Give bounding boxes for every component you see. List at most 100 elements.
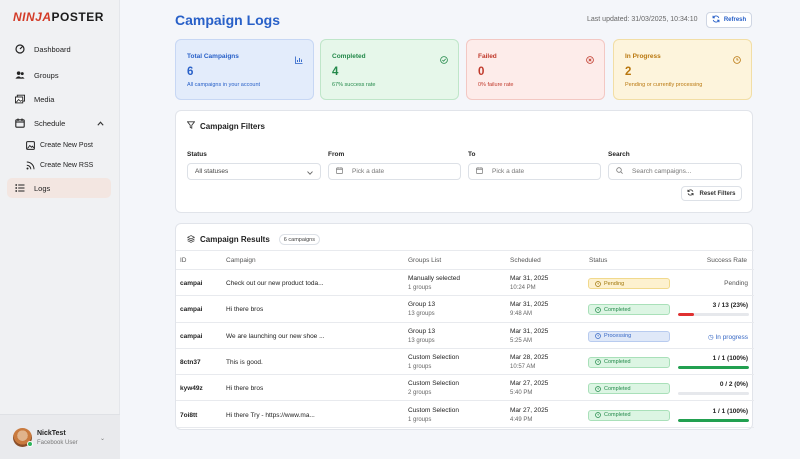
group-count: 13 groups xyxy=(408,337,435,344)
avatar xyxy=(13,428,33,447)
chevron-down-icon xyxy=(307,170,313,177)
table-row[interactable]: campai Hi there bros Group 13 13 groups Mar … xyxy=(176,296,754,323)
success-progress-bar xyxy=(678,418,749,422)
calendar-icon xyxy=(15,118,25,128)
status-badge: Processing xyxy=(588,330,670,342)
column-header-status: Status xyxy=(589,257,608,264)
divider xyxy=(176,321,754,323)
results-panel: Campaign Results 6 campaigns ID Campaign… xyxy=(175,223,754,430)
scheduled-date: Mar 31, 2025 xyxy=(510,301,549,309)
campaign-text: We are launching our new shoe ... xyxy=(226,332,325,340)
status-icon xyxy=(595,359,601,366)
success-rate: 3 / 13 (23%) xyxy=(713,302,748,309)
divider xyxy=(176,295,754,297)
status-badge: Pending xyxy=(588,278,670,289)
group-count: 1 groups xyxy=(408,363,432,370)
sidebar-subitem-create-rss[interactable]: Create New RSS xyxy=(26,157,93,173)
stat-card-completed: Completed 4 67% success rate xyxy=(320,39,459,100)
online-status-dot xyxy=(27,441,33,447)
sidebar: NINJAPOSTER Dashboard Groups Media Sched… xyxy=(0,0,120,459)
status-icon xyxy=(595,306,601,313)
sidebar-item-dashboard[interactable]: Dashboard xyxy=(7,39,111,59)
sidebar-item-logs[interactable]: Logs xyxy=(7,178,111,198)
sidebar-item-groups[interactable]: Groups xyxy=(7,65,111,85)
scheduled-time: 5:25 AM xyxy=(510,337,533,344)
table-row[interactable]: 7oi8tt Hi there Try - https://www.ma... Cu… xyxy=(176,402,754,428)
success-progress-bar xyxy=(678,365,749,369)
from-filter-label: From xyxy=(328,151,345,158)
card-value: 4 xyxy=(332,66,339,78)
last-updated: Last updated: 31/03/2025, 10:34:10 xyxy=(587,16,698,23)
status-label: Pending xyxy=(604,280,625,287)
table-row[interactable]: campai Check out our new product toda... M… xyxy=(176,270,754,297)
sidebar-subitem-create-post[interactable]: Create New Post xyxy=(26,137,93,153)
status-label: Completed xyxy=(604,306,631,313)
refresh-icon xyxy=(687,189,695,198)
card-value: 2 xyxy=(625,66,632,78)
list-icon xyxy=(15,183,25,193)
table-row[interactable]: campai We are launching our new shoe ... G… xyxy=(176,323,754,349)
success-rate: ◷ In progress xyxy=(708,333,748,341)
success-rate: 1 / 1 (100%) xyxy=(713,408,748,415)
scheduled-date: Mar 31, 2025 xyxy=(510,327,549,335)
status-icon xyxy=(595,385,601,392)
card-value: 6 xyxy=(187,66,194,78)
group-name: Custom Selection xyxy=(408,380,459,388)
card-title: Total Campaigns xyxy=(187,53,239,60)
campaign-count-badge: 6 campaigns xyxy=(278,234,320,245)
rss-icon xyxy=(26,161,35,170)
divider xyxy=(176,374,754,376)
status-filter-label: Status xyxy=(187,151,207,158)
status-select-value: All statuses xyxy=(195,168,229,175)
status-badge: Completed xyxy=(588,356,670,368)
status-label: Completed xyxy=(604,385,631,392)
campaign-text: Hi there bros xyxy=(226,306,264,314)
status-select[interactable]: All statuses xyxy=(187,163,321,180)
reset-filters-label: Reset Filters xyxy=(699,190,736,197)
main-content: Campaign Logs Last updated: 31/03/2025, … xyxy=(120,0,800,459)
divider xyxy=(176,400,754,402)
stat-card-total: Total Campaigns 6 All campaigns in your … xyxy=(175,39,314,100)
sidebar-item-label: Dashboard xyxy=(34,44,71,54)
users-icon xyxy=(15,70,25,80)
card-title: Completed xyxy=(332,53,366,60)
user-role: Facebook User xyxy=(37,440,78,446)
campaign-id: kyw49z xyxy=(180,385,203,393)
filters-heading: Campaign Filters xyxy=(186,121,265,131)
filters-heading-text: Campaign Filters xyxy=(200,121,265,131)
gauge-icon xyxy=(15,44,25,54)
results-heading-text: Campaign Results xyxy=(200,235,270,244)
scheduled-time: 4:49 PM xyxy=(510,416,533,423)
user-profile[interactable]: NickTest Facebook User ⌄ xyxy=(0,414,120,459)
card-title: Failed xyxy=(478,53,497,60)
divider xyxy=(176,269,754,270)
group-count: 2 groups xyxy=(408,390,432,397)
progress-fill xyxy=(678,365,749,369)
user-menu-chevron[interactable]: ⌄ xyxy=(100,436,106,442)
success-rate-text: Pending xyxy=(724,280,748,287)
search-filter-label: Search xyxy=(608,151,630,158)
chevron-up-icon xyxy=(97,119,104,128)
refresh-button[interactable]: Refresh xyxy=(706,12,752,28)
group-name: Custom Selection xyxy=(408,353,459,361)
app-logo[interactable]: NINJAPOSTER xyxy=(13,10,104,24)
results-heading: Campaign Results 6 campaigns xyxy=(186,234,320,245)
reset-filters-button[interactable]: Reset Filters xyxy=(681,186,742,201)
table-row[interactable]: 8ctn37 This is good. Custom Selection 1 gro… xyxy=(176,349,754,376)
status-icon xyxy=(595,412,601,418)
x-circle-icon xyxy=(586,51,594,64)
search-input[interactable]: Search campaigns... xyxy=(608,163,742,180)
from-date-picker[interactable]: Pick a date xyxy=(328,163,461,180)
bar-chart-icon xyxy=(295,51,303,64)
from-date-placeholder: Pick a date xyxy=(352,168,385,175)
to-date-placeholder: Pick a date xyxy=(492,168,525,175)
sidebar-item-media[interactable]: Media xyxy=(7,89,111,109)
status-badge: Completed xyxy=(588,409,670,421)
success-rate-text: 1 / 1 (100%) xyxy=(712,354,748,362)
sidebar-item-label: Schedule xyxy=(34,118,66,128)
column-header-scheduled: Scheduled xyxy=(510,257,541,264)
column-header-success-rate: Success Rate xyxy=(706,257,747,264)
table-row[interactable]: kyw49z Hi there bros Custom Selection 2 gro… xyxy=(176,375,754,402)
sidebar-item-schedule[interactable]: Schedule xyxy=(7,113,111,133)
to-date-picker[interactable]: Pick a date xyxy=(468,163,601,180)
